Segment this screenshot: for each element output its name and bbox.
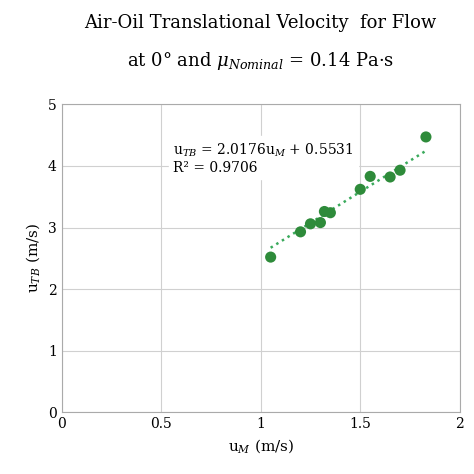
Text: Air-Oil Translational Velocity  for Flow: Air-Oil Translational Velocity for Flow bbox=[84, 14, 437, 32]
Point bbox=[267, 253, 274, 261]
Point bbox=[396, 166, 404, 174]
Point bbox=[386, 173, 394, 181]
Point bbox=[366, 173, 374, 180]
Text: u$_{TB}$ = 2.0176u$_{M}$ + 0.5531
R² = 0.9706: u$_{TB}$ = 2.0176u$_{M}$ + 0.5531 R² = 0… bbox=[173, 141, 354, 175]
Point bbox=[356, 185, 364, 193]
Text: at 0° and $\mu_{Nominal}$ = 0.14 Pa·s: at 0° and $\mu_{Nominal}$ = 0.14 Pa·s bbox=[127, 50, 394, 72]
Point bbox=[297, 228, 304, 236]
Point bbox=[317, 219, 324, 227]
Y-axis label: u$_{TB}$ (m/s): u$_{TB}$ (m/s) bbox=[25, 223, 42, 293]
Point bbox=[320, 208, 328, 215]
Point bbox=[327, 209, 334, 217]
X-axis label: u$_{M}$ (m/s): u$_{M}$ (m/s) bbox=[228, 437, 294, 455]
Point bbox=[422, 133, 430, 141]
Point bbox=[307, 220, 314, 228]
